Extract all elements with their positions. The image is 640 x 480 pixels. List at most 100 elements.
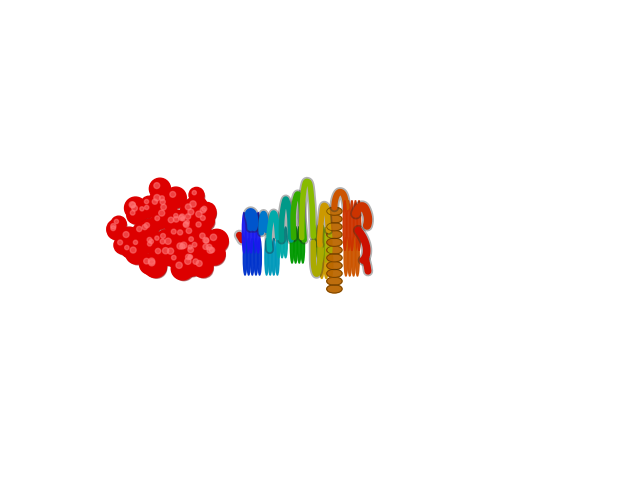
Circle shape (144, 239, 160, 254)
Circle shape (127, 201, 148, 222)
Circle shape (152, 213, 168, 229)
Circle shape (202, 240, 222, 260)
Circle shape (185, 204, 191, 210)
Ellipse shape (328, 228, 332, 262)
Circle shape (196, 204, 216, 223)
Circle shape (202, 242, 225, 265)
Ellipse shape (326, 230, 342, 239)
Circle shape (157, 230, 174, 247)
Ellipse shape (253, 213, 257, 253)
Circle shape (180, 244, 185, 249)
Circle shape (179, 215, 184, 220)
Circle shape (130, 237, 145, 252)
Circle shape (115, 219, 118, 224)
Circle shape (182, 256, 203, 277)
Ellipse shape (357, 201, 361, 251)
Circle shape (148, 260, 155, 266)
Circle shape (205, 245, 225, 266)
Ellipse shape (343, 201, 346, 251)
Circle shape (155, 216, 159, 221)
Circle shape (147, 238, 152, 242)
Circle shape (149, 190, 172, 213)
Circle shape (173, 226, 192, 244)
Circle shape (154, 247, 171, 264)
Circle shape (203, 238, 218, 252)
Circle shape (169, 213, 189, 232)
Circle shape (150, 198, 168, 215)
Circle shape (129, 201, 145, 218)
Circle shape (123, 231, 129, 238)
Circle shape (184, 204, 205, 226)
Ellipse shape (350, 201, 354, 251)
Circle shape (161, 204, 166, 210)
Ellipse shape (247, 239, 250, 275)
Circle shape (160, 239, 165, 244)
Circle shape (180, 216, 193, 229)
Circle shape (196, 211, 202, 217)
Circle shape (154, 215, 168, 230)
Circle shape (195, 221, 211, 238)
Circle shape (126, 198, 145, 217)
Circle shape (187, 254, 200, 268)
Circle shape (166, 187, 186, 208)
Circle shape (189, 255, 209, 274)
Circle shape (182, 221, 196, 236)
Circle shape (124, 245, 138, 259)
Circle shape (174, 261, 194, 281)
Ellipse shape (277, 227, 280, 258)
Circle shape (180, 253, 203, 276)
Circle shape (141, 219, 159, 237)
Circle shape (156, 235, 174, 253)
Circle shape (132, 205, 138, 211)
Ellipse shape (257, 213, 260, 253)
Circle shape (138, 220, 157, 239)
Circle shape (158, 195, 174, 211)
Circle shape (152, 181, 171, 200)
Circle shape (127, 207, 143, 224)
Circle shape (185, 196, 208, 219)
Circle shape (149, 240, 154, 244)
Circle shape (156, 195, 175, 214)
Circle shape (175, 241, 195, 261)
Circle shape (198, 203, 216, 220)
Circle shape (109, 225, 125, 240)
Circle shape (168, 217, 174, 223)
Ellipse shape (319, 250, 324, 278)
Circle shape (184, 227, 202, 244)
Circle shape (145, 205, 148, 210)
Circle shape (178, 214, 193, 228)
Circle shape (166, 216, 184, 234)
Circle shape (165, 246, 186, 266)
Circle shape (140, 254, 159, 274)
Circle shape (188, 245, 192, 249)
Circle shape (203, 244, 208, 250)
Circle shape (111, 224, 116, 229)
Circle shape (130, 202, 136, 207)
Ellipse shape (317, 225, 321, 260)
Circle shape (118, 240, 123, 245)
Circle shape (180, 219, 196, 235)
Circle shape (181, 217, 185, 221)
Circle shape (185, 214, 191, 219)
Circle shape (199, 215, 215, 230)
Circle shape (199, 240, 218, 259)
Circle shape (140, 207, 144, 211)
Circle shape (107, 220, 125, 238)
Circle shape (143, 234, 160, 251)
Ellipse shape (312, 225, 316, 260)
Ellipse shape (326, 285, 342, 293)
Circle shape (172, 238, 195, 261)
Circle shape (157, 200, 177, 220)
Circle shape (186, 233, 202, 250)
Circle shape (129, 202, 135, 208)
Circle shape (170, 192, 175, 197)
Circle shape (186, 207, 205, 227)
Circle shape (151, 244, 170, 264)
Circle shape (159, 196, 164, 201)
Circle shape (125, 197, 147, 219)
Circle shape (177, 230, 182, 235)
Circle shape (141, 202, 157, 217)
Circle shape (132, 240, 146, 253)
Circle shape (198, 206, 216, 224)
Circle shape (180, 242, 187, 249)
